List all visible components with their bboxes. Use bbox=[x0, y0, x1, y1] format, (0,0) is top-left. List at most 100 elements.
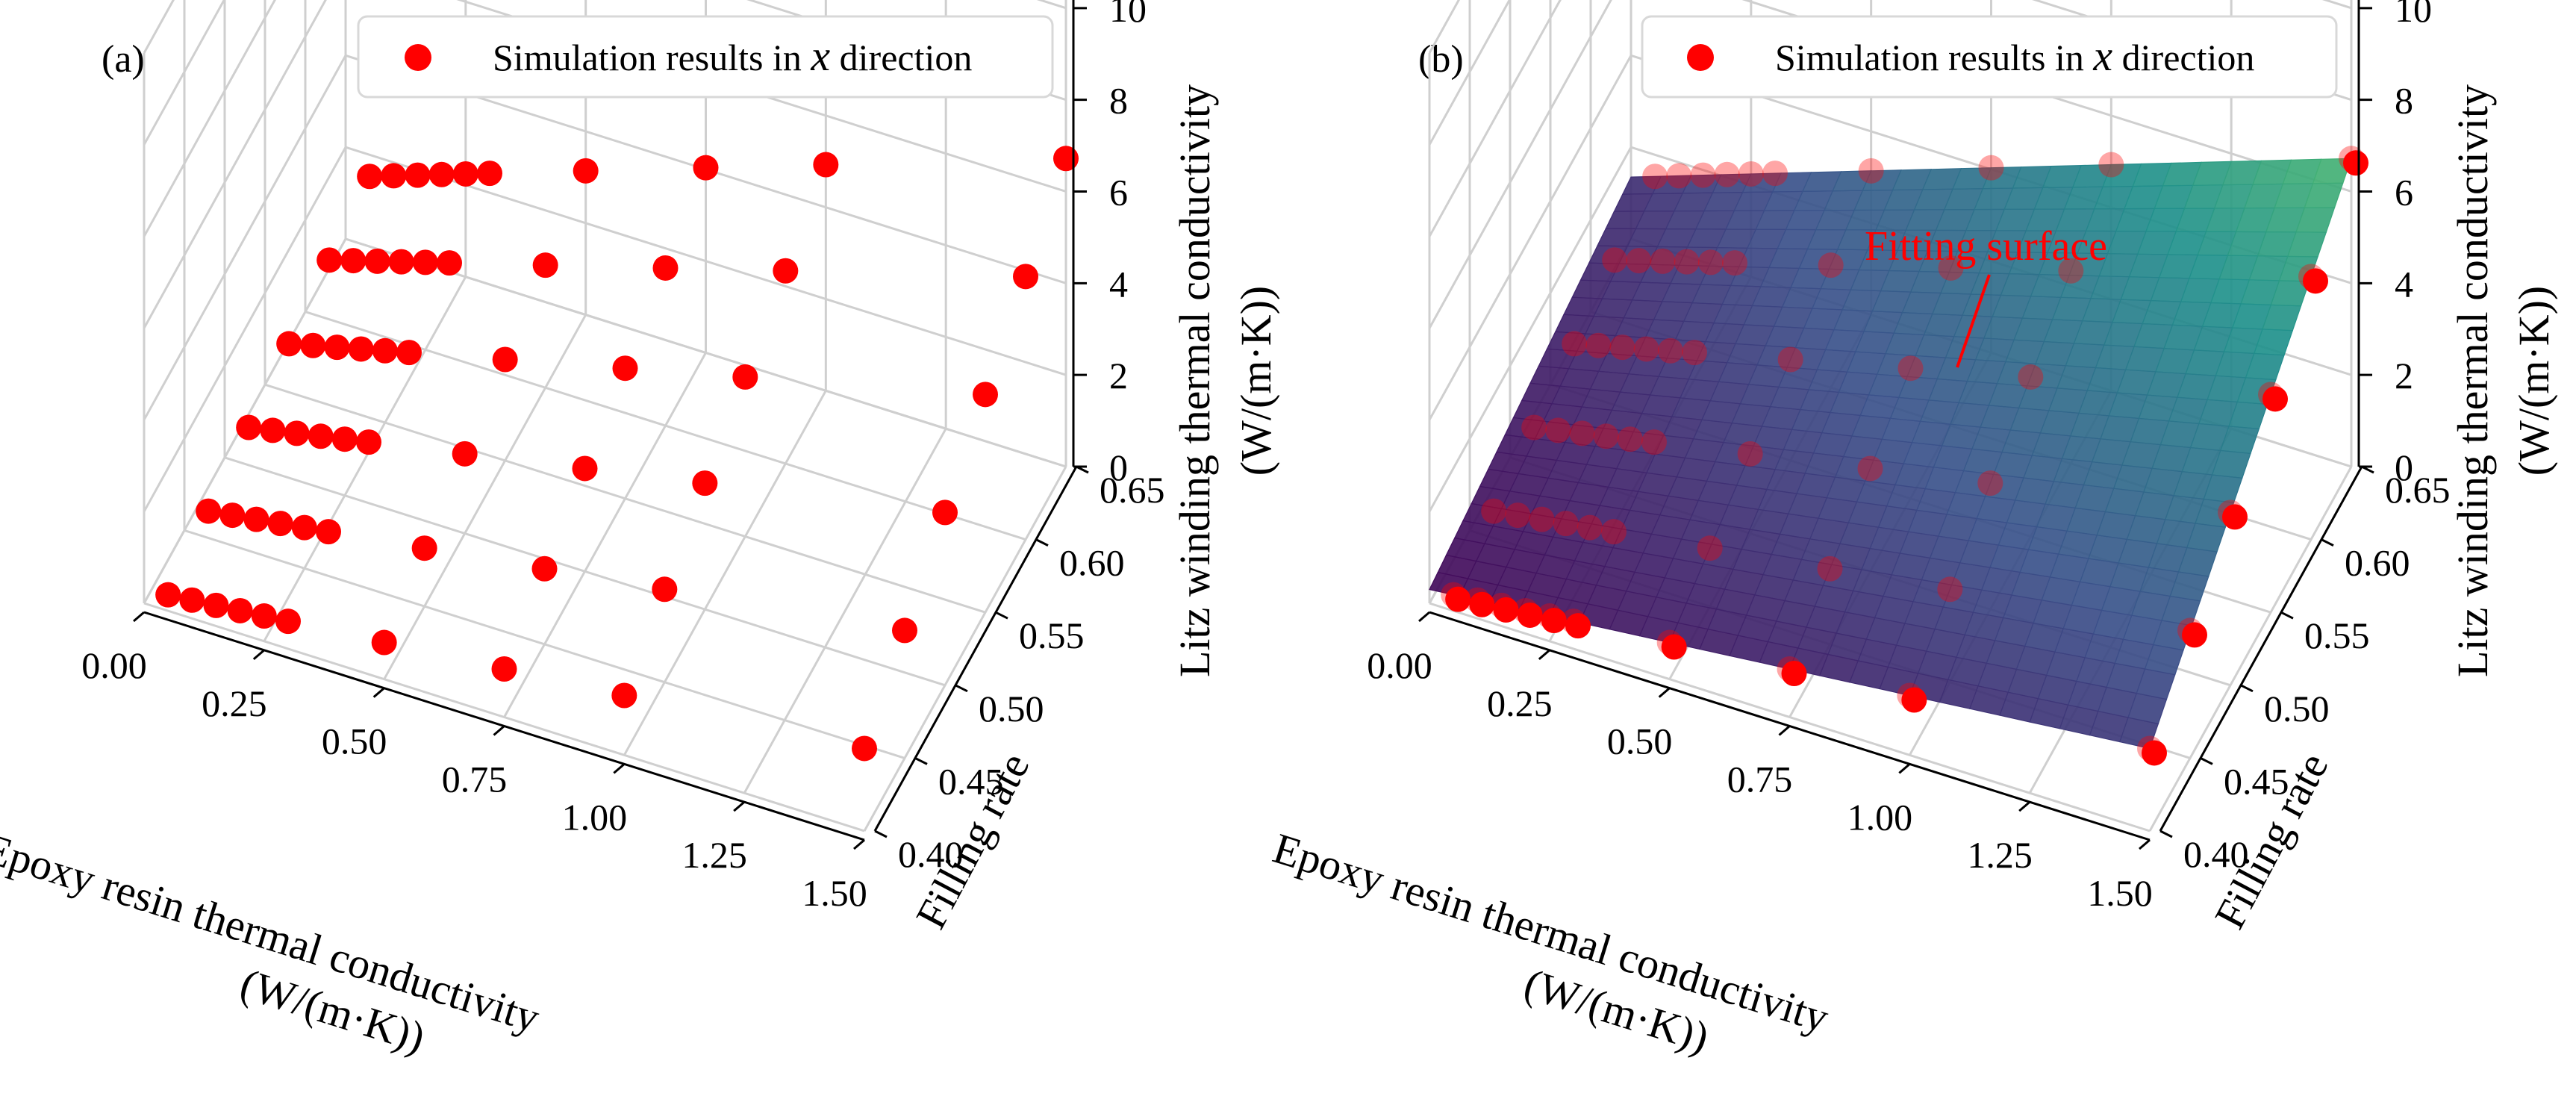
x-tick-label: 0.00 bbox=[81, 644, 147, 686]
data-point-edge bbox=[1469, 591, 1495, 617]
grid-line bbox=[143, 0, 225, 146]
data-point bbox=[1978, 155, 2004, 181]
data-point bbox=[1977, 470, 2003, 497]
data-point bbox=[652, 576, 678, 603]
panel-b-surface bbox=[1429, 158, 2352, 750]
grid-line bbox=[184, 529, 905, 759]
data-point bbox=[1545, 417, 1571, 443]
panel-a-legend-symbol: x bbox=[810, 31, 830, 80]
data-point bbox=[267, 511, 293, 537]
z-tick-label: 4 bbox=[2395, 263, 2413, 305]
x-tick-label: 0.25 bbox=[1487, 682, 1553, 724]
data-point bbox=[1553, 511, 1579, 537]
z-tick-label: 10 bbox=[2395, 0, 2432, 30]
y-tick bbox=[955, 684, 968, 693]
y-tick bbox=[874, 829, 888, 838]
panel-a-zlabel-line1: Litz winding thermal conductivity bbox=[1170, 84, 1219, 677]
data-point bbox=[1577, 514, 1603, 541]
data-point bbox=[364, 248, 390, 274]
data-point-edge bbox=[1661, 634, 1687, 660]
data-point bbox=[1602, 247, 1628, 273]
data-point bbox=[611, 682, 637, 709]
data-point bbox=[2098, 152, 2124, 178]
y-axis-line bbox=[873, 466, 1078, 832]
panel-b-legend: Simulation results in x direction bbox=[1641, 15, 2338, 99]
y-tick-label: 0.55 bbox=[1019, 614, 1085, 656]
data-point bbox=[196, 498, 222, 524]
y-tick bbox=[2159, 829, 2173, 838]
data-point bbox=[773, 258, 799, 284]
grid-line bbox=[1428, 0, 1562, 237]
z-tick-label: 10 bbox=[1109, 0, 1147, 30]
data-point bbox=[356, 429, 381, 455]
data-point bbox=[275, 608, 301, 635]
panel-a-legend-text: Simulation results in x direction bbox=[493, 31, 972, 80]
data-point bbox=[1737, 441, 1763, 467]
x-tick bbox=[613, 763, 626, 774]
data-point bbox=[732, 364, 758, 390]
data-point bbox=[388, 249, 414, 275]
data-point-edge bbox=[1541, 608, 1567, 634]
data-point bbox=[348, 336, 374, 362]
data-point-edge bbox=[2303, 268, 2328, 294]
data-point bbox=[219, 502, 246, 529]
y-axis-line bbox=[2159, 466, 2363, 832]
panel-a-legend-box bbox=[357, 15, 1054, 99]
panel-a-label: (a) bbox=[102, 38, 145, 81]
grid-line bbox=[1428, 0, 1511, 146]
x-tick bbox=[1778, 725, 1791, 736]
data-point bbox=[1722, 250, 1747, 276]
data-point-edge bbox=[2142, 740, 2167, 766]
data-point bbox=[411, 535, 437, 561]
grid-line bbox=[143, 0, 327, 329]
z-tick-label: 0 bbox=[1109, 446, 1128, 488]
data-point bbox=[260, 417, 286, 443]
data-point bbox=[276, 331, 302, 357]
panel-b-legend-marker bbox=[1687, 44, 1714, 71]
panel-b: (b) 0.00 0.25 0.50 0.75 1.00 1.25 1.50 0.40 0.45… bbox=[1267, 0, 2558, 1062]
x-tick-label: 0.25 bbox=[202, 682, 267, 724]
panel-b-legend-box bbox=[1641, 15, 2338, 99]
y-tick-label: 0.50 bbox=[979, 688, 1044, 729]
data-point bbox=[532, 252, 558, 278]
grid-line bbox=[264, 383, 986, 614]
x-tick-label: 0.50 bbox=[322, 720, 387, 762]
data-point bbox=[1650, 248, 1676, 274]
data-point-edge bbox=[1565, 613, 1591, 639]
grid-line bbox=[143, 55, 347, 421]
data-point bbox=[437, 250, 462, 276]
y-tick bbox=[2321, 538, 2334, 547]
x-tick bbox=[733, 801, 746, 812]
panel-b-legend-suffix: direction bbox=[2112, 37, 2254, 78]
data-point bbox=[573, 158, 599, 184]
x-tick bbox=[1538, 649, 1550, 660]
panel-a-legend-prefix: Simulation results in bbox=[493, 37, 811, 78]
data-point bbox=[1738, 161, 1764, 187]
panel-a-legend-suffix: direction bbox=[830, 37, 972, 78]
grid-line bbox=[1428, 146, 1632, 512]
y-tick bbox=[995, 611, 1008, 620]
data-point-edge bbox=[2222, 504, 2248, 530]
data-point bbox=[284, 420, 310, 446]
data-point bbox=[1897, 355, 1924, 382]
z-tick-label: 6 bbox=[1109, 172, 1128, 214]
data-point bbox=[2018, 364, 2044, 390]
grid-line bbox=[743, 428, 947, 794]
y-tick bbox=[914, 757, 928, 765]
data-point bbox=[1626, 248, 1652, 274]
data-point bbox=[203, 592, 229, 618]
panel-a-points bbox=[155, 146, 1079, 762]
x-tick bbox=[252, 649, 265, 660]
z-tick-label: 0 bbox=[2395, 446, 2413, 488]
data-point bbox=[1818, 252, 1844, 278]
data-point bbox=[1938, 255, 1964, 281]
data-point bbox=[1697, 535, 1723, 561]
data-point bbox=[1617, 426, 1643, 452]
data-point bbox=[291, 514, 317, 541]
y-tick bbox=[2240, 684, 2254, 693]
data-point bbox=[1481, 498, 1507, 524]
grid-line bbox=[143, 0, 276, 237]
y-tick-label: 0.60 bbox=[1059, 542, 1125, 584]
grid-line bbox=[143, 146, 347, 512]
